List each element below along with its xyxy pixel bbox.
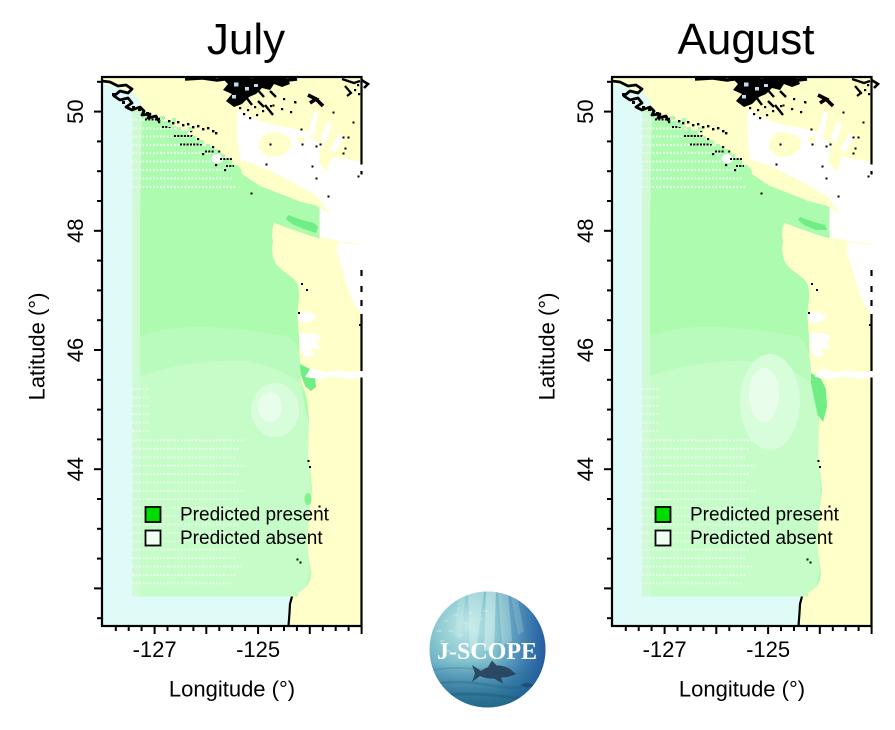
svg-text:-125: -125 xyxy=(236,637,280,662)
svg-text:Latitude (°): Latitude (°) xyxy=(534,293,559,401)
svg-text:44: 44 xyxy=(63,457,88,481)
svg-text:Predicted present: Predicted present xyxy=(180,505,330,526)
svg-text:44: 44 xyxy=(573,457,598,481)
svg-text:Predicted absent: Predicted absent xyxy=(180,528,323,549)
svg-text:Predicted absent: Predicted absent xyxy=(690,528,833,549)
svg-text:Latitude (°): Latitude (°) xyxy=(24,293,49,401)
svg-text:-127: -127 xyxy=(132,637,176,662)
svg-text:50: 50 xyxy=(63,99,88,123)
svg-text:Longitude (°): Longitude (°) xyxy=(678,677,804,702)
svg-text:-125: -125 xyxy=(746,637,790,662)
svg-text:48: 48 xyxy=(573,219,598,243)
svg-text:Longitude (°): Longitude (°) xyxy=(168,677,294,702)
svg-text:Predicted present: Predicted present xyxy=(690,505,840,526)
svg-text:48: 48 xyxy=(63,219,88,243)
svg-text:-127: -127 xyxy=(642,637,686,662)
svg-text:J-SCOPE: J-SCOPE xyxy=(437,639,537,665)
svg-text:50: 50 xyxy=(573,99,598,123)
svg-text:46: 46 xyxy=(63,338,88,362)
svg-text:46: 46 xyxy=(573,338,598,362)
